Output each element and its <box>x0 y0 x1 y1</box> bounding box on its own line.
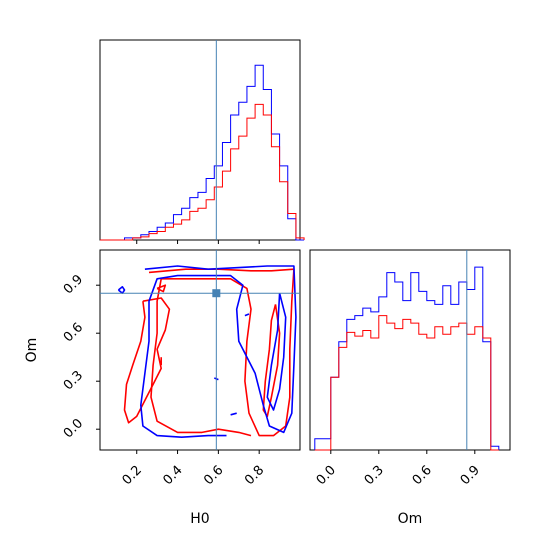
om-histogram-x-tick-label: 0.0 <box>314 463 339 488</box>
x-axis-label: H0 <box>190 511 209 527</box>
contour-line-7 <box>266 293 287 411</box>
scatter-y-tick-label: 0.6 <box>61 320 86 345</box>
contour-line-9 <box>244 313 250 317</box>
scatter-x-tick-label: 0.8 <box>242 463 267 488</box>
om-histogram-series-2 <box>314 315 499 451</box>
om-histogram-x-tick-label: 0.3 <box>362 463 387 488</box>
contour-layer <box>117 265 297 439</box>
h0-histogram-frame <box>99 39 301 241</box>
scatter-panel-frame <box>99 249 301 451</box>
contour-line-8 <box>117 285 126 295</box>
h0-histogram-series-1 <box>100 64 305 241</box>
contour-line-6 <box>140 265 297 439</box>
om-x-axis-label: Om <box>398 511 423 527</box>
om-histogram <box>314 266 500 451</box>
h0-histogram-series-2 <box>100 103 305 241</box>
om-histogram-frame <box>309 249 511 451</box>
truth-markers <box>100 40 468 450</box>
h0-histogram <box>100 64 305 241</box>
om-histogram-x-tick-label: 0.6 <box>410 463 435 488</box>
contour-line-1 <box>148 268 295 437</box>
scatter-y-tick-label: 0.9 <box>61 272 86 297</box>
scatter-y-tick-label: 0.3 <box>61 368 86 393</box>
scatter-y-tick-label: 0.0 <box>61 416 86 441</box>
scatter-x-tick-label: 0.4 <box>160 463 185 488</box>
contour-line-11 <box>230 412 237 416</box>
truth-point-marker <box>212 289 221 298</box>
om-histogram-series-1 <box>314 266 500 450</box>
scatter-x-tick-label: 0.6 <box>201 463 226 488</box>
contour-line-4 <box>156 284 167 293</box>
om-histogram-x-tick-label: 0.9 <box>458 463 483 488</box>
y-axis-label: Om <box>24 338 40 363</box>
scatter-x-tick-label: 0.2 <box>120 463 145 488</box>
